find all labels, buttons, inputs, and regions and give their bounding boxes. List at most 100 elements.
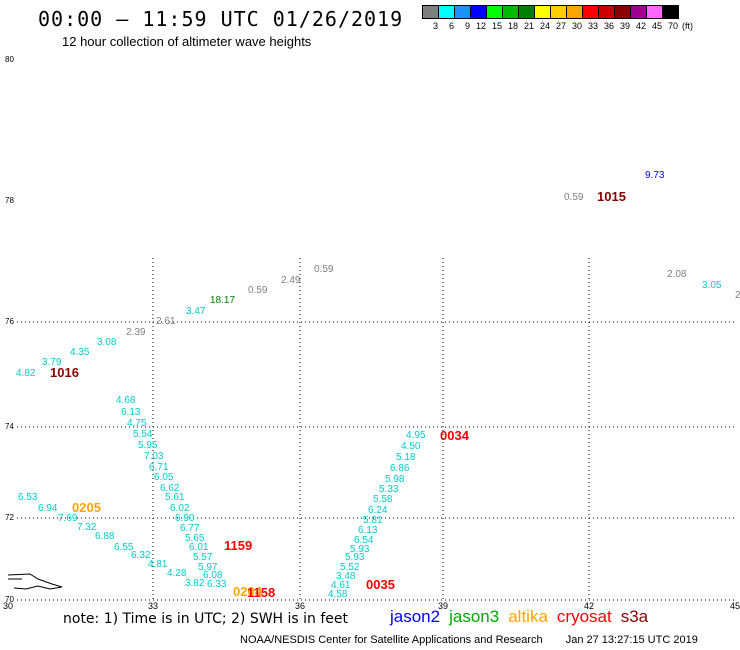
wave-height-value: 6.90 <box>175 513 195 524</box>
pass-time-label: 0205 <box>72 500 101 515</box>
wave-height-value: 6.08 <box>203 570 223 581</box>
wave-height-value: 2.08 <box>667 269 687 280</box>
wave-height-value: 3.82 <box>185 578 205 589</box>
wave-height-value: 5.93 <box>345 552 365 563</box>
wave-height-value: 4.28 <box>167 568 187 579</box>
wave-height-value: 6.71 <box>149 462 169 473</box>
wave-height-value: 0.59 <box>248 285 268 296</box>
color-scale-labels: 3 6 9 12 15 18 21 24 27 30 33 36 39 42 45 70 (ft) <box>422 21 693 31</box>
satellite-legend-item: altika <box>508 607 548 626</box>
wave-height-value: 6.62 <box>160 483 180 494</box>
wave-height-value: 5.58 <box>373 494 393 505</box>
wave-height-value: 6.13 <box>121 407 141 418</box>
longitude-label: 33 <box>148 601 158 611</box>
color-scale-label: 6 <box>448 21 454 31</box>
wave-height-value: 7.03 <box>144 451 164 462</box>
map-title: 00:00 – 11:59 UTC 01/26/2019 <box>38 7 404 31</box>
wave-height-value: 4.82 <box>16 368 36 379</box>
wave-height-value: 7.69 <box>58 513 78 524</box>
wave-height-value: 3.48 <box>336 571 356 582</box>
color-scale-label: 15 <box>491 21 502 31</box>
wave-height-value: 6.33 <box>207 579 227 590</box>
wave-height-value: 2.49 <box>281 275 301 286</box>
longitude-label: 36 <box>295 601 305 611</box>
wave-height-value: 0.59 <box>314 264 334 275</box>
wave-height-value: 4.58 <box>328 589 348 600</box>
credit-text: NOAA/NESDIS Center for Satellite Applica… <box>240 634 543 646</box>
wave-height-values: 9.73 0.59 0.59 2.49 0.59 18.17 3.47 2.61 2.39 3.0… <box>16 170 740 600</box>
wave-height-value: 4.75 <box>127 418 147 429</box>
color-scale-label: 36 <box>603 21 614 31</box>
color-swatch <box>662 5 679 19</box>
longitude-label: 30 <box>3 601 13 611</box>
wave-height-value: 6.55 <box>114 542 134 553</box>
wave-height-value: 5.98 <box>385 474 405 485</box>
wave-height-value: 5.33 <box>379 484 399 495</box>
latitude-label: 74 <box>5 422 14 431</box>
wave-height-value: 5.97 <box>198 562 218 573</box>
color-scale-label: 42 <box>635 21 646 31</box>
longitude-label: 42 <box>584 601 594 611</box>
satellite-legend: jason2 jason3 altika cryosat s3a <box>390 607 657 627</box>
color-scale-label: 27 <box>555 21 566 31</box>
longitude-label: 39 <box>438 601 448 611</box>
wave-height-value: 6.05 <box>154 472 174 483</box>
color-scale-label: 3 <box>432 21 438 31</box>
satellite-legend-item: s3a <box>620 607 649 626</box>
wave-height-value: 4.95 <box>406 430 426 441</box>
wave-height-value: 5.93 <box>350 544 370 555</box>
color-scale-unit: (ft) <box>682 21 693 31</box>
color-scale-label: 45 <box>651 21 662 31</box>
wave-height-value: 5.95 <box>138 440 158 451</box>
latitude-label: 80 <box>5 55 14 64</box>
map-subtitle: 12 hour collection of altimeter wave hei… <box>62 34 312 49</box>
color-scale-label: 30 <box>571 21 582 31</box>
color-scale-label: 24 <box>539 21 550 31</box>
wave-height-value: 4.68 <box>116 395 136 406</box>
coastline <box>7 573 63 590</box>
latitude-labels: 80 78 76 74 72 70 <box>5 55 14 604</box>
color-scale-label: 12 <box>475 21 486 31</box>
wave-height-value: 6.88 <box>95 531 115 542</box>
color-scale-label: 33 <box>587 21 598 31</box>
lat-lon-grid <box>17 258 735 601</box>
pass-time-label: 1158 <box>247 585 275 600</box>
wave-height-value: 2 <box>735 290 740 301</box>
wave-height-value: 5.57 <box>193 552 213 563</box>
wave-height-value: 5.61 <box>165 492 185 503</box>
wave-height-value: 6.53 <box>18 492 38 503</box>
wave-height-value: 4.50 <box>401 441 421 452</box>
wave-height-value: 5.81 <box>363 515 383 526</box>
wave-height-value: 6.77 <box>180 523 200 534</box>
pass-time-label: 0034 <box>440 428 470 443</box>
color-scale-label: 18 <box>507 21 518 31</box>
wave-height-value: 6.02 <box>170 503 190 514</box>
wave-height-value: 3.47 <box>186 306 206 317</box>
pass-time-label: 1016 <box>50 365 79 380</box>
pass-time-label: 1159 <box>224 538 252 553</box>
wave-height-value: 9.73 <box>645 170 665 181</box>
wave-height-value: 2.61 <box>156 316 176 327</box>
longitude-labels: 30 33 36 39 42 45 <box>3 601 740 611</box>
wave-height-value: 5.54 <box>133 429 153 440</box>
color-scale-swatches <box>422 5 693 19</box>
wave-height-value: 0.59 <box>564 192 584 203</box>
wave-height-value: 4.81 <box>148 559 168 570</box>
wave-height-value: 6.86 <box>390 463 410 474</box>
wave-height-value: 7.32 <box>77 522 97 533</box>
wave-height-value: 3.08 <box>97 337 117 348</box>
color-scale-legend: 3 6 9 12 15 18 21 24 27 30 33 36 39 42 45 70 (ft) <box>422 5 693 31</box>
latitude-label: 76 <box>5 317 14 326</box>
wave-height-value: 6.13 <box>358 525 378 536</box>
units-note: note: 1) Time is in UTC; 2) SWH is in fe… <box>63 611 349 627</box>
wave-height-value: 6.01 <box>189 542 209 553</box>
longitude-label: 45 <box>730 601 740 611</box>
wave-height-value: 6.32 <box>131 550 151 561</box>
wave-height-value: 18.17 <box>210 295 235 306</box>
color-scale-label: 70 <box>667 21 678 31</box>
wave-height-value: 6.24 <box>368 505 388 516</box>
wave-height-value: 4.35 <box>70 347 90 358</box>
color-scale-label: 39 <box>619 21 630 31</box>
